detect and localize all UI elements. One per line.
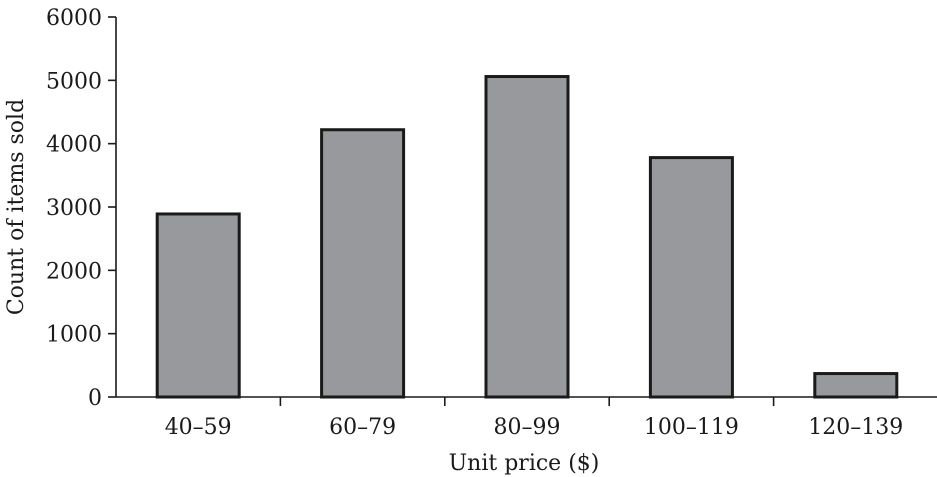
bar-60–79 bbox=[320, 128, 406, 399]
y-tick-label: 4000 bbox=[46, 133, 102, 158]
x-tick-label: 80–99 bbox=[494, 415, 561, 440]
y-tick-label: 5000 bbox=[46, 69, 102, 94]
x-ticks: 40–59 60–79 80–99 100–119 120–139 bbox=[165, 397, 903, 440]
bars-layer bbox=[155, 75, 899, 399]
x-tick-label: 100–119 bbox=[644, 415, 739, 440]
y-tick-label: 2000 bbox=[46, 259, 102, 284]
y-tick-label: 1000 bbox=[46, 323, 102, 348]
y-ticks: 0 1000 2000 3000 4000 5000 6000 bbox=[46, 6, 116, 411]
x-tick-label: 60–79 bbox=[329, 415, 396, 440]
bar-100–119 bbox=[648, 156, 734, 399]
x-tick-label: 40–59 bbox=[165, 415, 232, 440]
y-tick-label: 3000 bbox=[46, 196, 102, 221]
bar-40–59 bbox=[155, 212, 241, 399]
y-axis-title: Count of items sold bbox=[4, 99, 29, 315]
x-axis-title: Unit price ($) bbox=[449, 451, 600, 476]
y-tick-label: 0 bbox=[88, 386, 102, 411]
x-tick-label: 120–139 bbox=[808, 415, 903, 440]
bar-80–99 bbox=[484, 75, 570, 399]
y-tick-label: 6000 bbox=[46, 6, 102, 31]
bar-120–139 bbox=[813, 372, 899, 399]
